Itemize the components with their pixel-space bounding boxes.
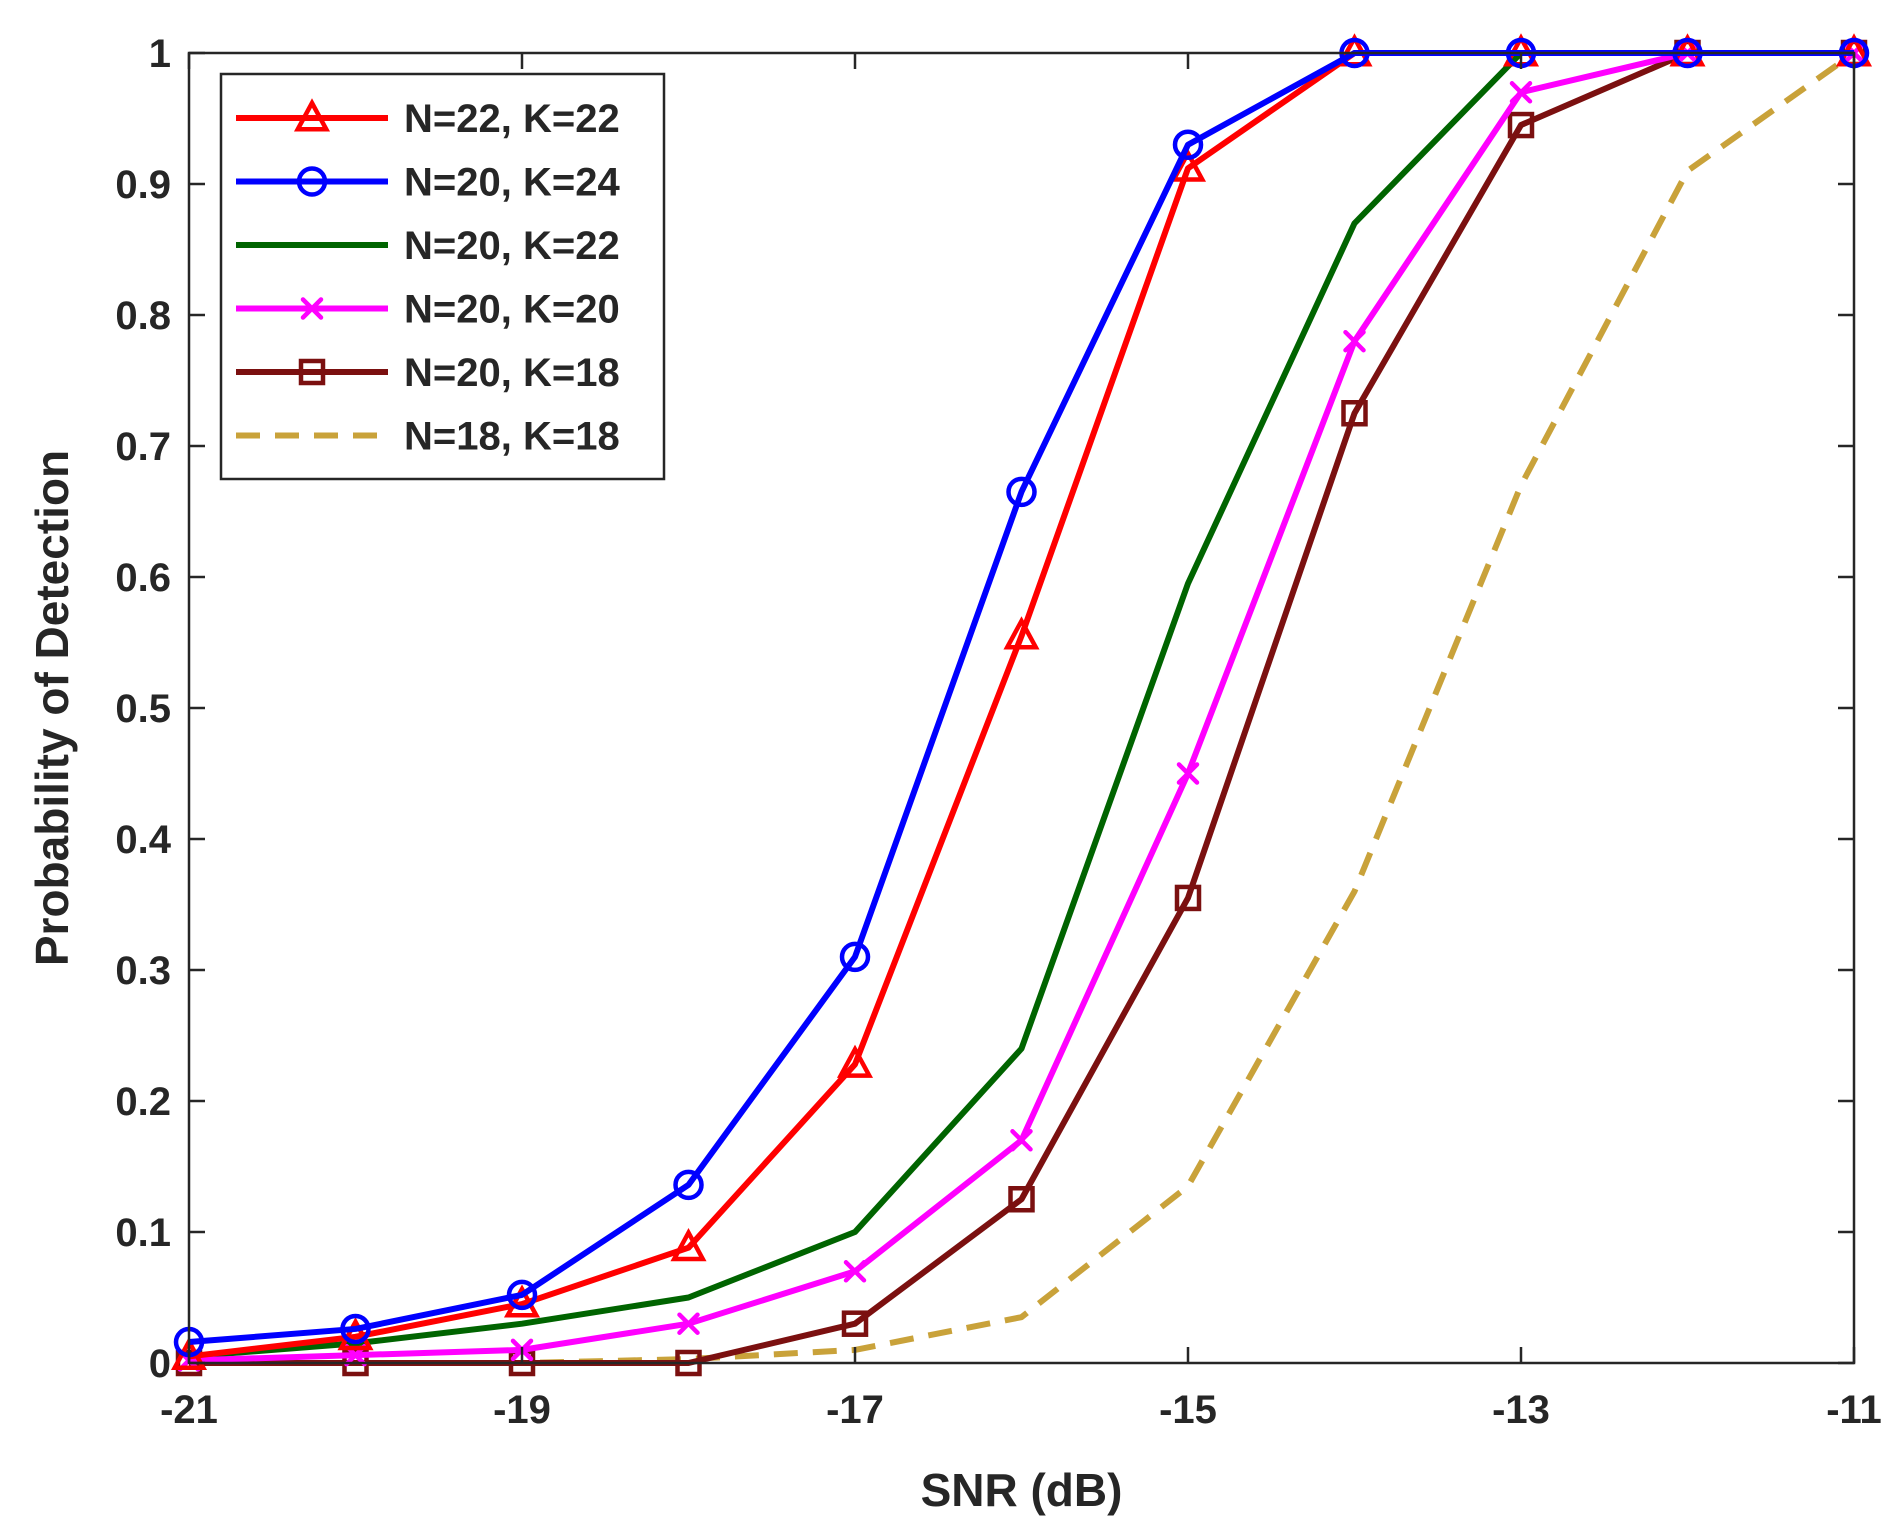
data-point-n-20-k-18 <box>1174 884 1202 912</box>
x-tick-label: -17 <box>826 1388 884 1432</box>
y-axis-label: Probability of Detection <box>26 450 78 966</box>
legend-label-n-20-k-22: N=20, K=22 <box>404 224 620 268</box>
data-point-n-22-k-22 <box>836 1044 874 1078</box>
legend-label-n-20-k-24: N=20, K=24 <box>404 161 620 205</box>
data-point-n-20-k-24 <box>839 941 871 973</box>
data-point-n-22-k-22 <box>670 1228 707 1262</box>
x-axis-label: SNR (dB) <box>921 1464 1123 1516</box>
data-point-n-20-k-18 <box>1341 400 1368 427</box>
data-point-n-20-k-24 <box>673 1169 704 1201</box>
legend-marker-n-20-k-18 <box>298 358 326 386</box>
legend-item-n-20-k-18: N=20, K=18 <box>236 351 620 395</box>
y-tick-label: 0.9 <box>115 163 171 207</box>
x-tick-label: -11 <box>1826 1388 1882 1432</box>
y-tick-label: 0.1 <box>115 1211 171 1255</box>
data-point-n-20-k-20 <box>1343 329 1366 353</box>
y-tick-label: 0 <box>149 1342 171 1386</box>
x-tick-label: -15 <box>1159 1388 1217 1432</box>
legend-marker-n-20-k-20 <box>300 297 324 320</box>
data-point-n-22-k-22 <box>503 1284 541 1318</box>
data-point-n-20-k-18 <box>1507 111 1535 139</box>
data-point-n-22-k-22 <box>1003 616 1040 650</box>
legend-item-n-20-k-24: N=20, K=24 <box>236 161 620 205</box>
legend-box <box>219 72 666 481</box>
data-point-n-20-k-20 <box>677 1312 700 1335</box>
y-tick-label: 0.5 <box>115 687 171 731</box>
y-tick-label: 1 <box>149 32 171 76</box>
data-point-n-20-k-24 <box>340 1313 371 1345</box>
legend-item-n-22-k-22: N=22, K=22 <box>236 97 620 141</box>
legend-marker-n-22-k-22 <box>293 98 331 132</box>
data-point-n-20-k-18 <box>841 1310 869 1337</box>
data-point-n-20-k-24 <box>506 1279 538 1311</box>
legend-label-n-20-k-18: N=20, K=18 <box>404 351 620 395</box>
data-point-n-20-k-18 <box>1008 1186 1035 1213</box>
y-tick-label: 0.7 <box>115 425 171 469</box>
legend-label-n-20-k-20: N=20, K=20 <box>404 288 620 332</box>
y-tick-label: 0.8 <box>115 294 171 338</box>
legend-item-n-18-k-18: N=18, K=18 <box>236 415 620 459</box>
tick-layer: -21 -19 -17 -15 -13 -11 0 0.1 0.2 0.3 0.4 0.5 0.6 0.7… <box>115 32 1881 1432</box>
x-tick-label: -19 <box>493 1388 551 1432</box>
data-point-n-22-k-22 <box>337 1317 374 1351</box>
legend-label-n-22-k-22: N=22, K=22 <box>404 97 620 141</box>
data-point-n-20-k-24 <box>1006 476 1037 508</box>
data-point-n-20-k-20 <box>1509 81 1533 104</box>
y-tick-label: 0.2 <box>115 1080 171 1124</box>
x-tick-label: -13 <box>1492 1388 1550 1432</box>
legend-label-n-18-k-18: N=18, K=18 <box>404 415 620 459</box>
x-tick-label: -21 <box>160 1388 218 1432</box>
legend-marker-n-20-k-24 <box>296 166 328 197</box>
data-point-n-20-k-20 <box>843 1260 867 1283</box>
data-point-n-20-k-20 <box>1176 762 1200 785</box>
legend-item-n-20-k-22: N=20, K=22 <box>236 224 620 268</box>
y-tick-label: 0.6 <box>115 556 171 600</box>
y-tick-label: 0.4 <box>115 818 171 862</box>
legend-item-n-20-k-20: N=20, K=20 <box>236 288 620 332</box>
data-point-n-20-k-24 <box>1172 129 1204 160</box>
data-point-n-20-k-20 <box>1010 1129 1033 1152</box>
legend: N=22, K=22 N=20, K=24 N=20, K=22 N=20, K=20… <box>219 72 666 481</box>
y-tick-label: 0.3 <box>115 949 171 993</box>
